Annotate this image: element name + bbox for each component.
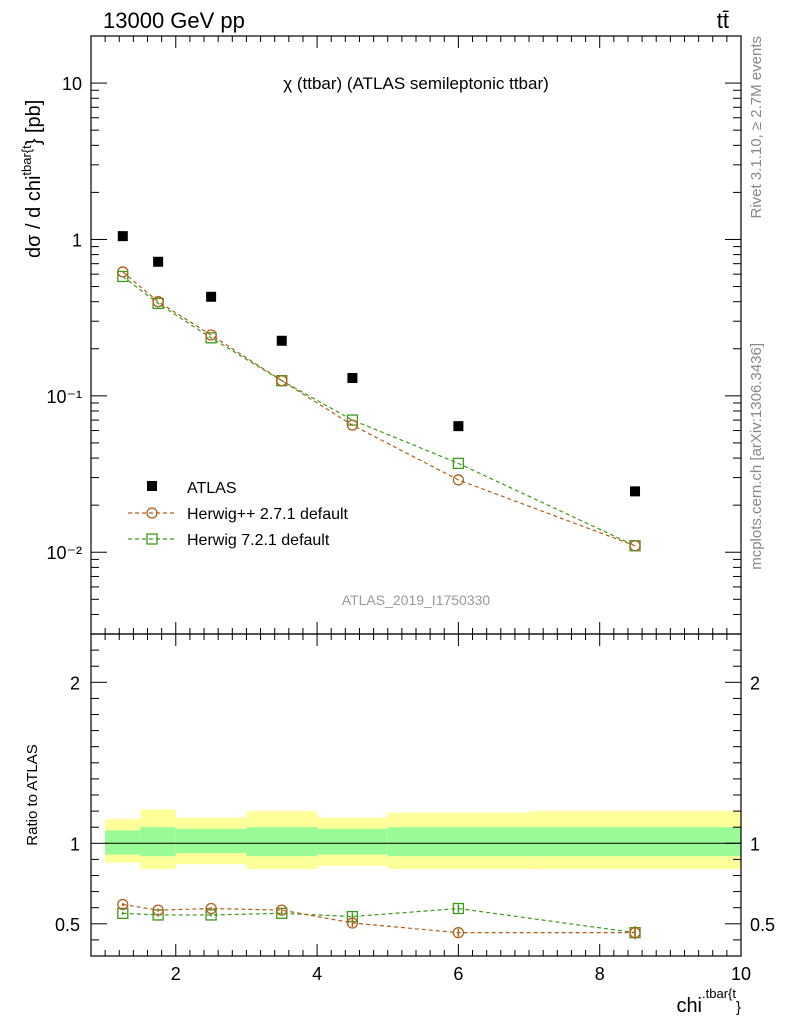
herwig7-ratio-point	[117, 907, 129, 919]
legend-atlas-marker	[147, 481, 157, 491]
process-label: tt̄	[717, 8, 729, 33]
main-y-axis-label: dσ / d chitbar{t} [pb]	[19, 100, 45, 258]
band-inner-bin	[246, 827, 318, 857]
ratio-y-tick-label-right: 0.5	[750, 915, 775, 935]
x-tick-label: 6	[453, 964, 463, 984]
band-inner-bin	[140, 827, 176, 857]
legend-herwig7-label: Herwig 7.2.1 default	[187, 532, 330, 549]
ratio-y-axis-label: Ratio to ATLAS	[24, 744, 41, 845]
main-y-axis-label-sup: tbar{t	[19, 145, 34, 176]
band-inner-bin	[529, 827, 741, 857]
herwigpp-ratio-point	[346, 917, 359, 929]
ratio-y-tick-label-right: 2	[750, 673, 760, 693]
ratio-y-tick-label-right: 1	[750, 834, 760, 854]
axes: 2 4 6 8 10 10⁻² 10⁻¹ 1 10 0.5 0.5 1 1 2 2	[46, 35, 775, 984]
analysis-id: ATLAS_2019_I1750330	[342, 592, 491, 608]
legend-herwig7-marker	[146, 533, 158, 545]
x-axis-label-sup: .tbar{t	[702, 986, 736, 1001]
atlas-data-point	[276, 335, 287, 346]
herwigpp-point	[346, 419, 359, 431]
x-axis-label-sub: }	[736, 999, 741, 1016]
ratio-y-tick-label: 0.5	[55, 915, 80, 935]
herwigpp-line	[122, 271, 636, 547]
band-inner-bin	[175, 828, 247, 853]
band-inner-bin	[105, 830, 141, 855]
herwigpp-point	[452, 474, 465, 486]
side-label-top: Rivet 3.1.10, ≥ 2.7M events	[748, 36, 765, 219]
legend-atlas-label: ATLAS	[187, 480, 237, 497]
ratio-panel-marks	[117, 898, 641, 940]
atlas-data-point	[117, 231, 128, 242]
x-axis-label: chi.tbar{t}	[676, 986, 741, 1017]
main-y-tick-label: 10⁻²	[46, 543, 82, 563]
main-y-axis-label-suffix: } [pb]	[23, 100, 45, 146]
plot-title: χ (ttbar) (ATLAS semileptonic ttbar)	[283, 74, 549, 93]
herwigpp-ratio-point	[276, 904, 288, 916]
band-inner-bin	[387, 827, 530, 857]
herwig7-point	[117, 270, 129, 283]
x-axis-label-base: chi	[676, 995, 702, 1017]
herwigpp-point	[629, 540, 641, 552]
atlas-data-point	[453, 421, 464, 432]
atlas-data-point	[153, 256, 164, 267]
ratio-frame	[90, 633, 742, 957]
main-y-tick-label: 10	[62, 74, 82, 94]
main-y-tick-label: 10⁻¹	[46, 387, 82, 407]
ratio-uncertainty-band	[105, 809, 741, 870]
legend-herwigpp-label: Herwig++ 2.7.1 default	[187, 506, 349, 523]
herwig7-ratio-point	[452, 902, 465, 915]
herwigpp-point	[205, 329, 217, 341]
herwig7-ratio-line	[122, 907, 636, 934]
herwigpp-point	[276, 375, 288, 387]
atlas-data-point	[630, 486, 641, 497]
main-panel-marks	[117, 231, 641, 552]
herwigpp-ratio-point	[152, 904, 164, 916]
atlas-data-point	[206, 291, 217, 302]
herwigpp-ratio-line	[122, 903, 636, 934]
herwigpp-ratio-point	[452, 927, 465, 939]
herwigpp-ratio-point	[117, 898, 129, 911]
herwigpp-point	[152, 296, 164, 308]
legend: ATLAS Herwig++ 2.7.1 default Herwig 7.2.…	[128, 480, 349, 549]
band-inner-bin	[317, 828, 388, 855]
x-tick-label: 2	[171, 964, 181, 984]
main-y-tick-label: 1	[72, 230, 82, 250]
ratio-y-tick-label: 2	[70, 673, 80, 693]
main-y-axis-label-prefix: dσ / d chi	[23, 176, 45, 258]
atlas-data-point	[347, 373, 358, 384]
herwigpp-ratio-point	[629, 927, 641, 939]
legend-herwigpp-marker	[146, 507, 158, 519]
energy-label: 13000 GeV pp	[103, 8, 245, 33]
herwig7-point	[452, 457, 465, 470]
herwigpp-ratio-point	[205, 902, 217, 915]
ratio-y-tick-label: 1	[70, 834, 80, 854]
x-tick-label: 10	[731, 964, 751, 984]
x-tick-label: 4	[312, 964, 322, 984]
side-label-bottom: mcplots.cern.ch [arXiv:1306.3436]	[748, 343, 765, 570]
herwigpp-point	[117, 266, 129, 278]
x-tick-label: 8	[595, 964, 605, 984]
